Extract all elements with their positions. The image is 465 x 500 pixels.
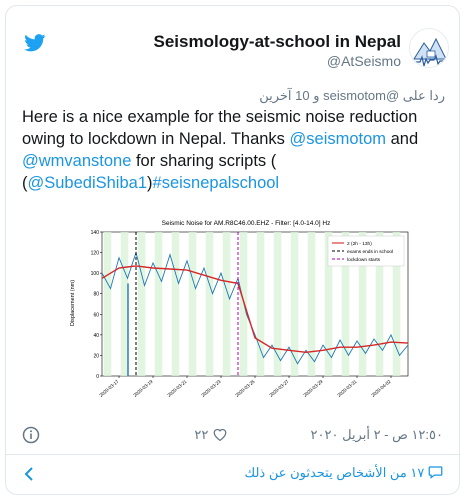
x-tick-label: 2020-03-27 — [268, 379, 290, 398]
reply-bubble-icon — [428, 466, 443, 479]
chevron-left-icon[interactable] — [22, 466, 36, 482]
mention-wmvanstone[interactable]: @wmvanstone — [22, 152, 132, 170]
daytime-band — [307, 232, 316, 376]
info-icon[interactable] — [22, 426, 40, 444]
y-tick-label: 20 — [93, 353, 99, 359]
daytime-band — [171, 232, 180, 376]
smooth-series-line — [101, 265, 409, 354]
daytime-band — [103, 232, 112, 376]
daytime-band — [290, 232, 299, 376]
legend-label: lockdown starts — [347, 257, 381, 263]
daytime-band — [273, 232, 282, 376]
daytime-band — [205, 232, 214, 376]
twitter-bird-icon[interactable] — [24, 34, 46, 52]
daytime-band — [154, 232, 163, 376]
conversation-link[interactable]: ١٧ من الأشخاص يتحدثون عن ذلك — [245, 465, 444, 481]
author-display-name[interactable]: Seismology-at-school in Nepal — [153, 32, 402, 51]
y-tick-label: 0 — [96, 374, 99, 380]
daytime-band — [256, 232, 265, 376]
daytime-band — [358, 232, 367, 376]
tweet-text: Here is a nice example for the seismic n… — [22, 108, 419, 192]
mention-subedishiba1[interactable]: @SubediShiba1 — [27, 174, 148, 192]
tweet-text-part: ) — [147, 174, 153, 192]
tweet-media[interactable]: Seismic Noise for AM.R8C46.00.EHZ - Filt… — [66, 208, 418, 404]
tweet-header: Seismology-at-school in Nepal @AtSeismo — [6, 28, 459, 78]
divider — [6, 454, 459, 455]
x-tick-label: 2020-03-29 — [302, 379, 324, 398]
reply-context[interactable]: ردا على @seismotom و 10 آخرين — [259, 88, 445, 103]
avatar[interactable] — [409, 28, 449, 68]
legend-box — [327, 235, 405, 267]
legend-label: exams ends in school — [347, 249, 393, 255]
x-tick-label: 2020-03-21 — [166, 379, 188, 398]
like-button[interactable]: ٢٢ — [194, 427, 228, 443]
daytime-band — [392, 232, 401, 376]
tweet-text-part: Here is a nice example for the seismic n… — [22, 108, 418, 148]
author-names: Seismology-at-school in Nepal @AtSeismo — [154, 32, 402, 70]
y-tick-label: 140 — [91, 230, 100, 236]
mention-seismotom[interactable]: @seismotom — [289, 130, 387, 148]
y-tick-label: 80 — [93, 292, 99, 298]
x-tick-label: 2020-03-23 — [200, 379, 222, 398]
x-tick-label: 2020-03-17 — [98, 379, 120, 398]
daytime-band — [222, 232, 231, 376]
y-tick-label: 40 — [93, 333, 99, 339]
daytime-band — [137, 232, 146, 376]
seismo-logo-icon — [410, 29, 448, 67]
chart-title: Seismic Noise for AM.R8C46.00.EHZ - Filt… — [162, 220, 331, 227]
x-tick-label: 2020-03-31 — [336, 379, 358, 398]
daytime-band — [239, 232, 248, 376]
heart-icon — [213, 428, 227, 442]
daytime-band — [188, 232, 197, 376]
conversation-row[interactable]: ١٧ من الأشخاص يتحدثون عن ذلك — [22, 464, 443, 486]
legend-label: 2 (2h - 13h) — [347, 241, 372, 247]
y-axis-label: Displacement (nm) — [70, 280, 76, 326]
seismic-noise-chart: Seismic Noise for AM.R8C46.00.EHZ - Filt… — [70, 220, 409, 398]
y-tick-label: 120 — [91, 251, 100, 257]
x-tick-label: 2020-04-02 — [370, 379, 392, 398]
tweet-footer: ١٢:٥٠ ص - ٢ أبريل ٢٠٢٠ ٢٢ — [22, 426, 443, 448]
daytime-band — [341, 232, 350, 376]
x-tick-label: 2020-03-19 — [132, 379, 154, 398]
tweet-text-part: for sharing scripts ( — [131, 152, 277, 170]
conversation-label: ١٧ من الأشخاص يتحدثون عن ذلك — [244, 465, 425, 480]
y-tick-label: 60 — [93, 312, 99, 318]
x-tick-label: 2020-03-25 — [234, 379, 256, 398]
tweet-text-part: and — [386, 130, 419, 148]
daytime-band — [120, 232, 129, 376]
author-handle[interactable]: @AtSeismo — [326, 53, 401, 69]
like-count: ٢٢ — [194, 427, 209, 442]
tweet-card: Seismology-at-school in Nepal @AtSeismo … — [5, 5, 460, 495]
daytime-band — [324, 232, 333, 376]
tweet-timestamp[interactable]: ١٢:٥٠ ص - ٢ أبريل ٢٠٢٠ — [310, 427, 443, 442]
y-tick-label: 100 — [91, 271, 100, 277]
daytime-band — [375, 232, 384, 376]
raw-series-line — [101, 251, 409, 365]
hashtag-seisnepalschool[interactable]: #seisnepalschool — [152, 174, 280, 192]
